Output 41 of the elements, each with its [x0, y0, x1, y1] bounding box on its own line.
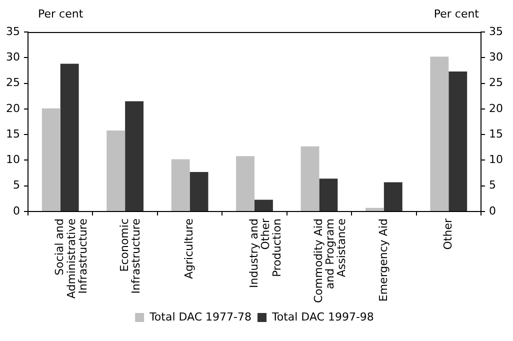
y-tick-label: 25: [6, 76, 20, 90]
y-tick-label: 35: [6, 24, 20, 38]
y-tick-label: 10: [6, 153, 20, 166]
x-tick-label: Emergency Aid: [376, 218, 390, 302]
y2-tick-label: 30: [489, 50, 504, 64]
y2-tick-label: 10: [489, 153, 504, 166]
bar: [254, 200, 273, 212]
y-axis-title: Per cent: [38, 7, 84, 20]
bar: [125, 101, 144, 212]
y2-tick-label: 0: [489, 204, 496, 218]
bar: [60, 64, 79, 212]
x-tick-label: Social and Administrative Infrastructure: [53, 218, 90, 299]
legend-label: Total DAC 1977-78: [148, 310, 252, 324]
bar: [365, 208, 384, 212]
bar: [171, 159, 190, 212]
x-tick-label: Other: [442, 218, 455, 250]
x-tick-label: Economic Infrastructure: [118, 218, 142, 294]
bar: [300, 146, 320, 212]
bar: [236, 156, 254, 212]
y-tick-label: 20: [6, 102, 20, 115]
bar: [42, 108, 60, 212]
bar: [319, 178, 338, 212]
bar: [190, 172, 208, 212]
y2-tick-label: 35: [489, 24, 504, 38]
y-tick-label: 5: [12, 178, 20, 192]
y2-tick-label: 5: [489, 178, 496, 192]
y2-tick-label: 20: [489, 102, 504, 115]
legend-label: Total DAC 1997-98: [271, 310, 374, 324]
y2-tick-label: 15: [489, 127, 504, 140]
y2-tick-label: 25: [489, 76, 504, 90]
x-tick-label: Industry and Other Production: [247, 218, 284, 288]
y-tick-label: 0: [12, 204, 20, 218]
bar: [384, 182, 402, 212]
x-tick-label: Agriculture: [182, 218, 196, 280]
x-tick-label: Commodity Aid and Program Assistance: [312, 218, 348, 304]
y-tick-label: 30: [6, 50, 20, 64]
bar: [430, 56, 449, 212]
bar: [106, 130, 126, 212]
bar: [448, 71, 468, 212]
y-tick-label: 15: [6, 127, 20, 140]
y2-axis-title: Per cent: [434, 7, 480, 20]
